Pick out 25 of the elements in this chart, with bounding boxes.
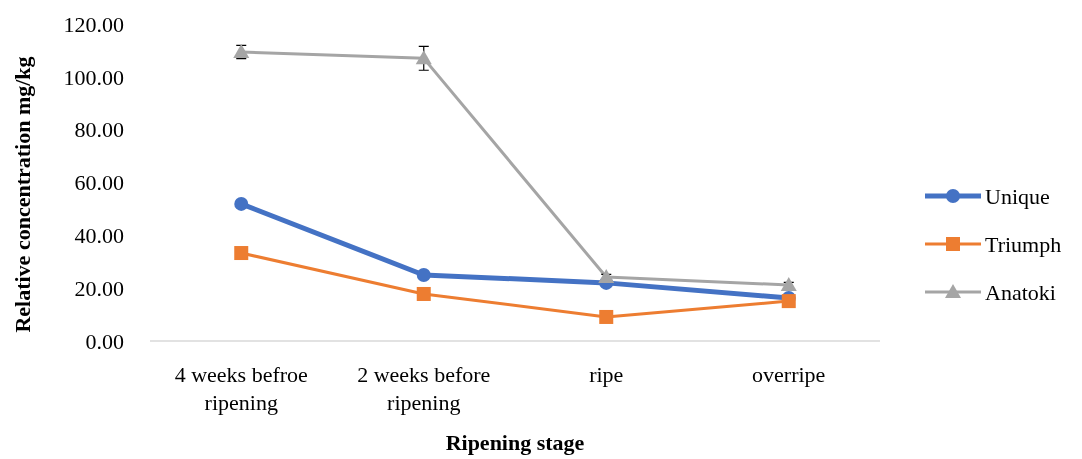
x-tick-label: ripe (589, 362, 624, 387)
point (599, 309, 614, 324)
y-tick-label: 60.00 (74, 170, 124, 196)
y-tick-label: 40.00 (74, 223, 124, 249)
x-axis-title: Ripening stage (445, 430, 585, 455)
point (234, 196, 249, 211)
x-tick-label: 4 weeks befroe ripening (174, 362, 308, 415)
y-tick-label: 0.00 (85, 328, 124, 354)
legend-label: Triumph (985, 231, 1062, 257)
y-tick-label: 100.00 (63, 64, 124, 90)
point (416, 267, 431, 282)
y-tick-label: 80.00 (74, 117, 124, 143)
x-tick-label: 2 weeks before ripening (357, 362, 491, 415)
point (780, 277, 797, 291)
point (598, 269, 615, 284)
legend-label: Unique (985, 183, 1050, 209)
point (415, 50, 432, 65)
x-tick-label: overripe (752, 362, 826, 387)
y-axis-title: Relative concentration mg/kg (10, 56, 35, 333)
point (781, 294, 796, 309)
y-tick-label: 120.00 (63, 11, 124, 37)
y-tick-label: 20.00 (74, 275, 124, 301)
point (416, 286, 431, 301)
point (234, 246, 249, 261)
legend-label: Anatoki (985, 279, 1056, 305)
